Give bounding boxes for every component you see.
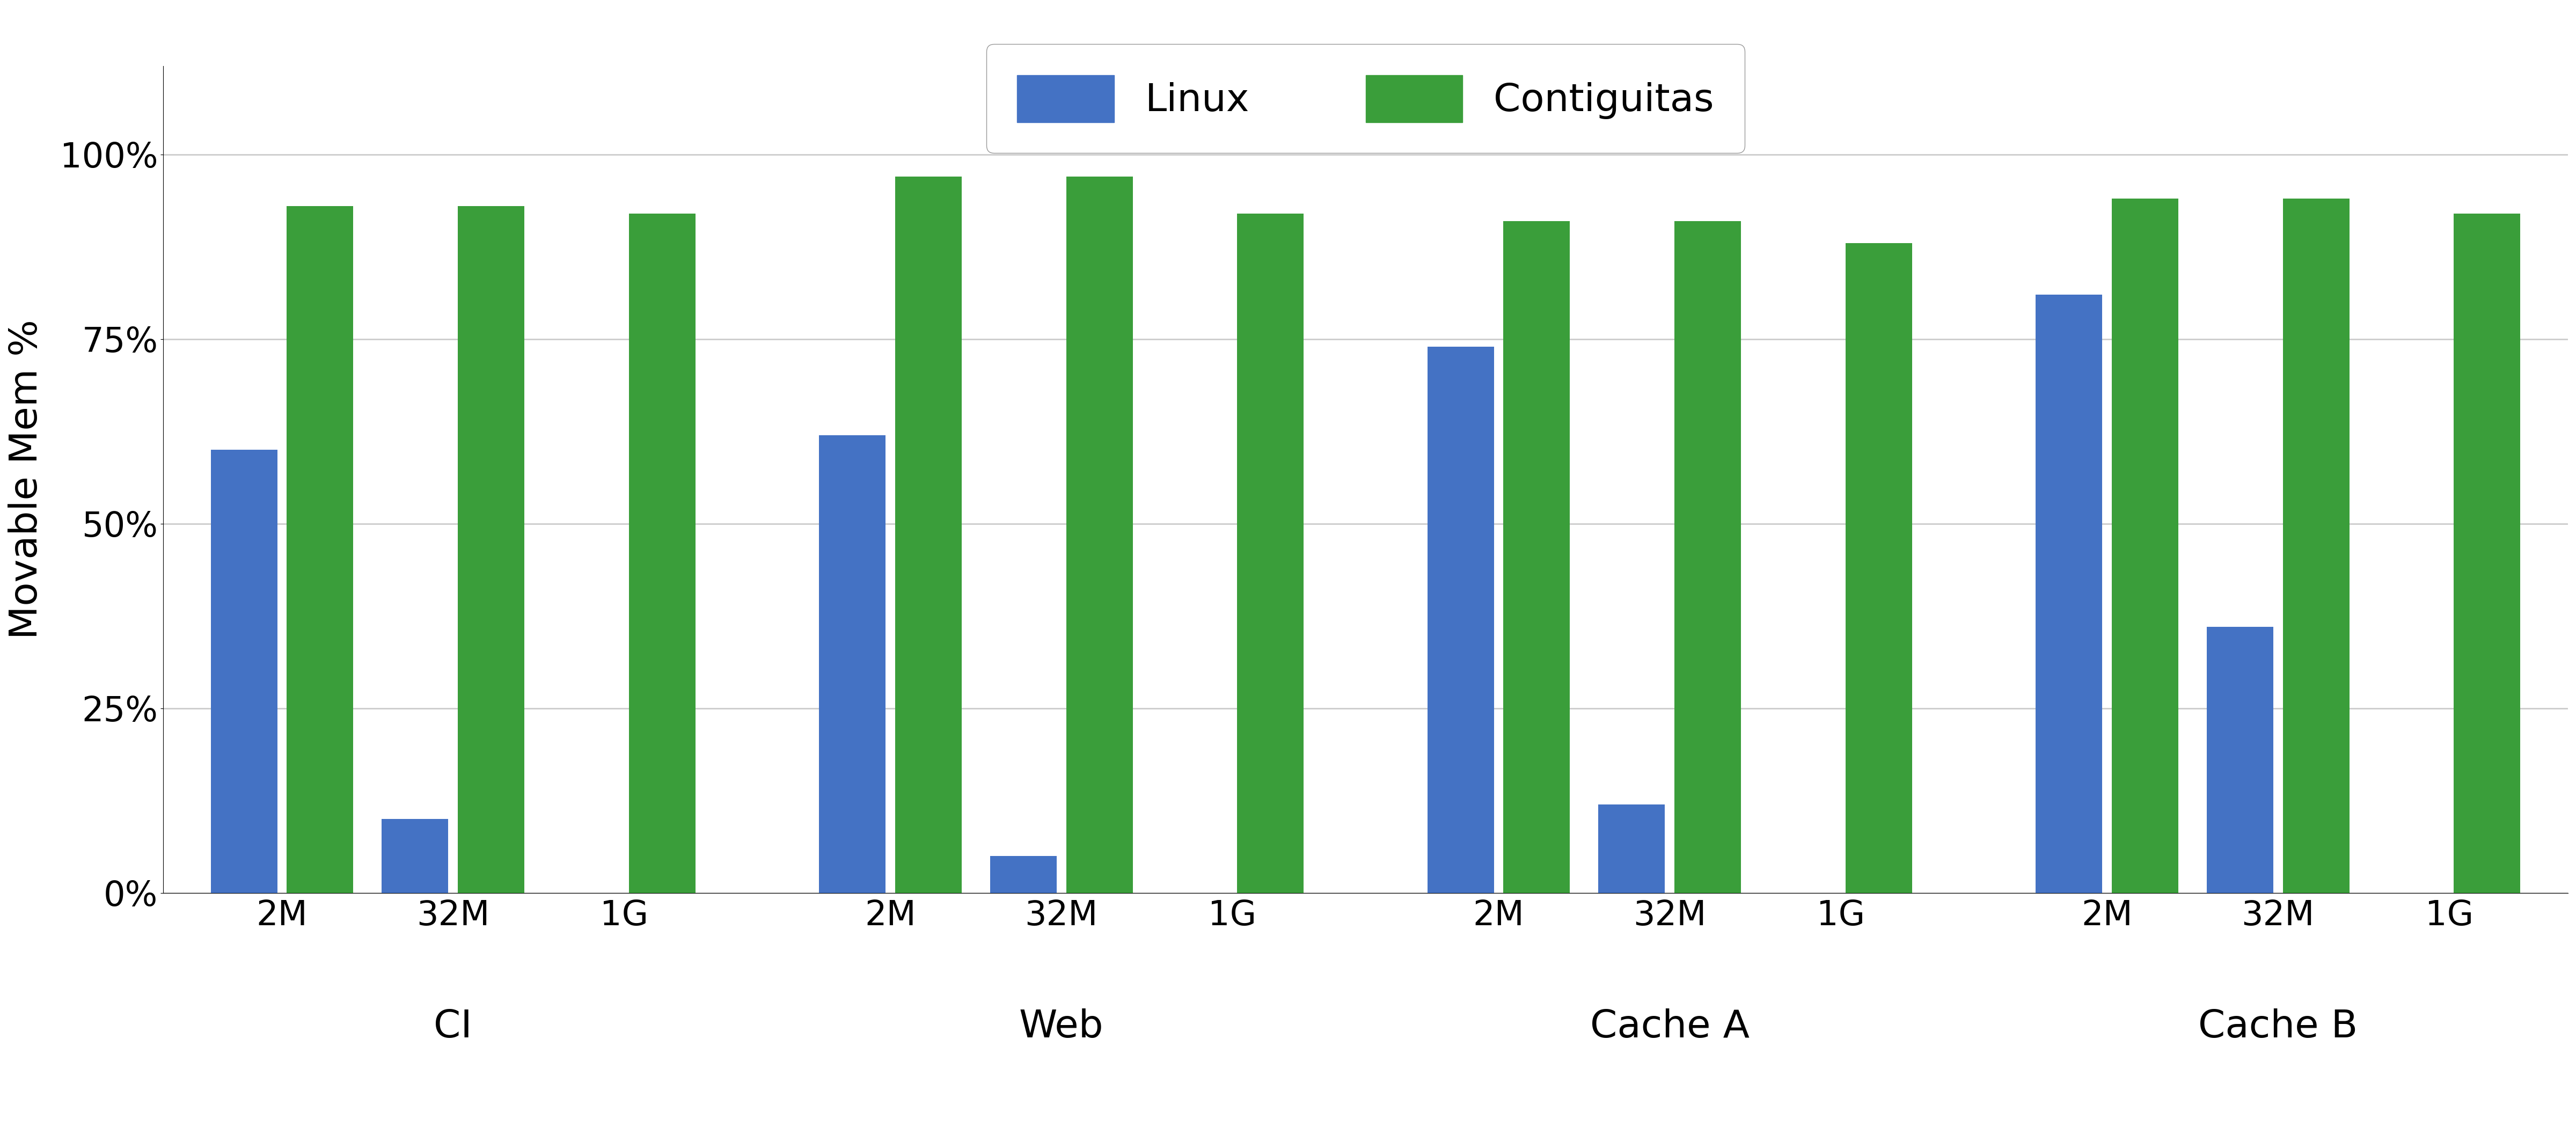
Bar (1427, 346, 1494, 893)
Bar (1844, 243, 1911, 893)
Text: Cache A: Cache A (1589, 1009, 1749, 1046)
Bar (894, 177, 961, 893)
Bar (2035, 295, 2102, 893)
Bar (819, 435, 886, 893)
Bar (211, 450, 278, 893)
Bar (1600, 805, 1664, 893)
Bar (1066, 177, 1133, 893)
Bar (1674, 221, 1741, 893)
Bar (2282, 198, 2349, 893)
Bar (989, 855, 1056, 893)
Text: Web: Web (1020, 1009, 1103, 1046)
Text: Cache B: Cache B (2197, 1009, 2357, 1046)
Bar (2112, 198, 2179, 893)
Bar (1236, 213, 1303, 893)
Legend: Linux, Contiguitas: Linux, Contiguitas (987, 44, 1744, 153)
Bar (459, 206, 526, 893)
Bar (286, 206, 353, 893)
Bar (381, 819, 448, 893)
Bar (2455, 213, 2519, 893)
Bar (2208, 627, 2272, 893)
Y-axis label: Movable Mem %: Movable Mem % (8, 319, 44, 639)
Bar (1504, 221, 1569, 893)
Text: CI: CI (433, 1009, 471, 1046)
Bar (629, 213, 696, 893)
